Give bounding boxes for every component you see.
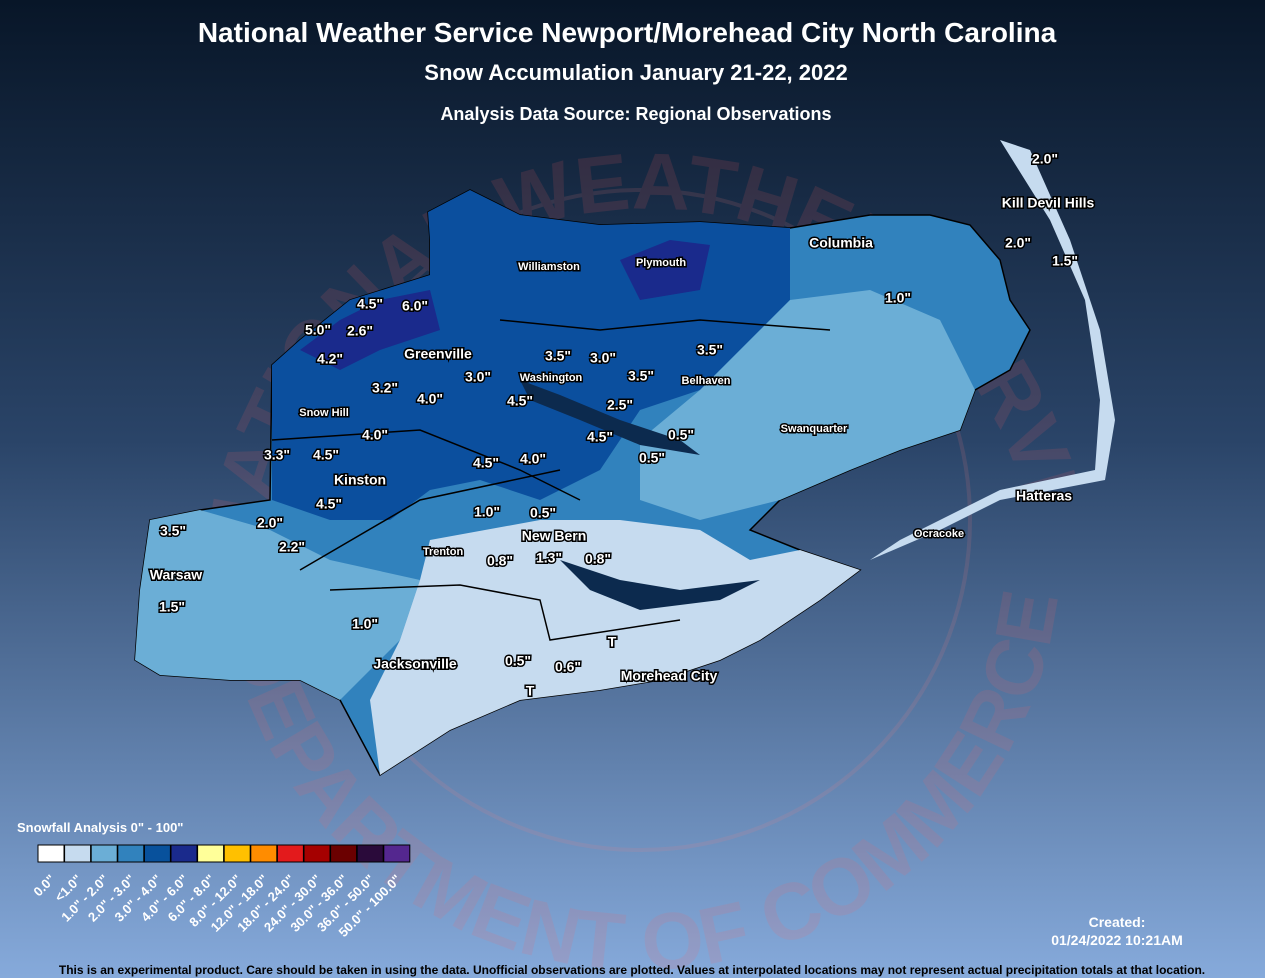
city-label: Plymouth: [636, 257, 686, 269]
snow-amount: 4.5": [313, 447, 339, 463]
city-label: Swanquarter: [781, 423, 848, 435]
snow-amount: 2.0": [1005, 235, 1031, 251]
snow-amount: 4.5": [587, 429, 613, 445]
legend-swatch: [276, 844, 304, 863]
legend-swatch: [383, 844, 411, 863]
title: National Weather Service Newport/Morehea…: [198, 17, 1057, 48]
snow-amount: 0.8": [585, 551, 611, 567]
county-line: [271, 429, 581, 501]
snow-amount: 4.5": [357, 296, 383, 312]
snow-amount: T: [608, 634, 617, 650]
snow-amount: 3.5": [697, 342, 723, 358]
snow-amount: T: [526, 683, 535, 699]
city-label: Warsaw: [150, 567, 203, 583]
county-line: [499, 319, 831, 331]
snow-amount: 4.0": [362, 427, 388, 443]
city-label: Kinston: [334, 472, 386, 488]
snow-amount: 2.6": [347, 323, 373, 339]
region-4-6: [620, 240, 710, 300]
snow-amount: 3.2": [372, 380, 398, 396]
city-label: Williamston: [518, 261, 580, 273]
city-label: Washington: [520, 372, 583, 384]
legend-title: Snowfall Analysis 0" - 100": [17, 820, 183, 835]
snow-amount: 1.5": [1052, 253, 1078, 269]
legend-swatch: [223, 844, 251, 863]
legend-swatch: [250, 844, 278, 863]
snow-amount: 4.0": [417, 391, 443, 407]
snow-amount: 0.5": [505, 653, 531, 669]
snow-amount: 1.5": [159, 599, 185, 615]
created-timestamp: 01/24/2022 10:21AM: [1051, 932, 1183, 948]
legend-swatch: [64, 844, 92, 863]
snow-amount: 2.0": [257, 515, 283, 531]
legend-swatch: [170, 844, 198, 863]
city-label: Ocracoke: [914, 528, 964, 540]
snow-amount: 1.0": [885, 290, 911, 306]
snow-amount: 1.3": [536, 550, 562, 566]
snow-amount: 4.5": [507, 393, 533, 409]
snow-amount: 4.5": [473, 455, 499, 471]
snow-amount: 5.0": [305, 322, 331, 338]
city-label: Kill Devil Hills: [1002, 195, 1095, 211]
snow-amount: 3.5": [160, 523, 186, 539]
legend-swatch: [330, 844, 358, 863]
snow-amount: 0.5": [668, 427, 694, 443]
city-label: Trenton: [423, 546, 464, 558]
city-label: Morehead City: [621, 668, 718, 684]
labels: Kill Devil Hills Columbia Williamston Plymo…: [148, 149, 1096, 700]
region-1-2: [135, 510, 420, 700]
snow-amount: 3.5": [628, 368, 654, 384]
snow-amount: 0.8": [487, 553, 513, 569]
city-label: New Bern: [522, 528, 587, 544]
city-label: Columbia: [809, 235, 873, 251]
snow-amount: 0.6": [555, 659, 581, 675]
snow-amount: 3.3": [264, 447, 290, 463]
snow-amount: 2.2": [279, 539, 305, 555]
snow-amount: 1.0": [352, 616, 378, 632]
region-1-2: [640, 290, 975, 520]
snow-amount: 4.2": [317, 351, 343, 367]
legend-swatch: [90, 844, 118, 863]
legend-swatch: [303, 844, 331, 863]
subtitle: Snow Accumulation January 21-22, 2022: [424, 60, 847, 85]
city-label: Belhaven: [682, 375, 731, 387]
snow-amount: 3.0": [590, 350, 616, 366]
snow-amount: 0.5": [530, 505, 556, 521]
legend-swatch: [143, 844, 171, 863]
legend-swatch: [197, 844, 225, 863]
disclaimer: This is an experimental product. Care sh…: [59, 963, 1205, 977]
legend-swatch: [37, 844, 65, 863]
snow-amount: 6.0": [402, 298, 428, 314]
legend-swatch: [356, 844, 384, 863]
city-label: Hatteras: [1016, 488, 1072, 504]
snow-amount: 4.0": [520, 451, 546, 467]
snow-amount: 3.0": [465, 369, 491, 385]
snow-amount: 2.0": [1032, 151, 1058, 167]
snow-amount: 4.5": [316, 496, 342, 512]
snow-amount: 0.5": [639, 450, 665, 466]
created-label: Created:: [1089, 914, 1146, 930]
city-label: Jacksonville: [373, 656, 456, 672]
legend-swatch: [117, 844, 145, 863]
pamlico-river: [520, 380, 700, 455]
county-line: [299, 469, 561, 571]
map-regions: [134, 140, 1115, 777]
snow-amount: 3.5": [545, 348, 571, 364]
city-label: Greenville: [404, 346, 472, 362]
county-line: [329, 584, 681, 641]
region-4-6: [300, 290, 440, 370]
city-label: Snow Hill: [299, 407, 349, 419]
neuse-river: [560, 560, 760, 610]
data-source: Analysis Data Source: Regional Observati…: [440, 104, 831, 124]
snow-amount: 1.0": [474, 504, 500, 520]
snow-amount: 2.5": [607, 397, 633, 413]
